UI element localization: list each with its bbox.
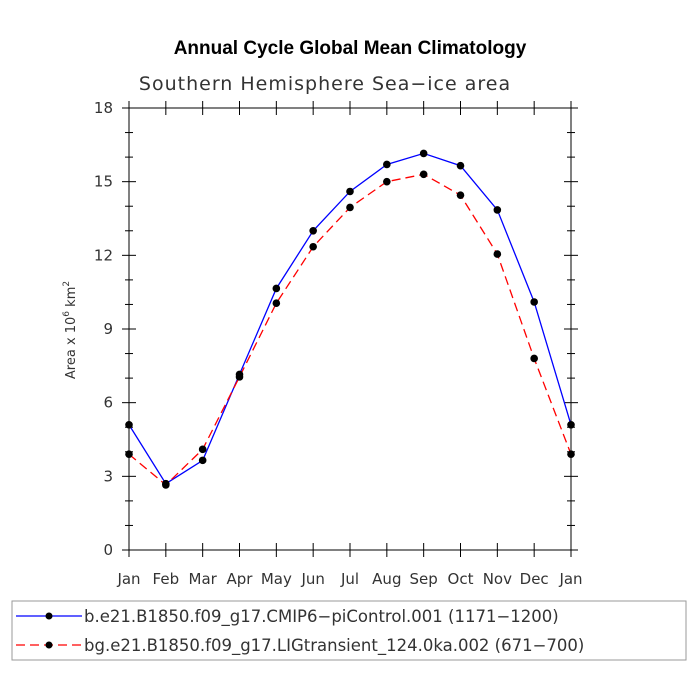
series-2-point-may [272,299,281,308]
series-1-point-aug [383,160,391,169]
series-2-point-oct [456,191,465,199]
series-2-point-aug [383,177,391,186]
data-series [125,149,575,489]
legend-label-1: b.e21.B1850.f09_g17.CMIP6−piControl.001 … [84,607,559,627]
y-tick-label: 6 [103,394,113,412]
x-tick-label: Sep [410,570,438,588]
series-1-point-jul [346,187,354,196]
x-tick-label: Apr [227,570,254,588]
y-tick-label: 0 [103,541,113,559]
series-1-point-mar [198,456,207,465]
legend-marker-2 [45,641,53,649]
series-2-point-dec [530,354,538,363]
x-tick-label: Mar [189,570,218,588]
series-1-point-jan-end [567,420,575,429]
series-1-point-may [272,284,281,293]
series-2-point-nov [493,250,502,258]
legend: b.e21.B1850.f09_g17.CMIP6−piControl.001 … [11,600,687,661]
legend-entry-2: bg.e21.B1850.f09_g17.LIGtransient_124.0k… [16,636,584,656]
y-axis-label: Area x 106 km2 [62,281,79,379]
y-axis-label-prefix: Area x 10 [64,317,79,379]
series-2-point-mar [198,445,207,454]
x-tick-label: Jan [116,570,140,588]
legend-entry-1: b.e21.B1850.f09_g17.CMIP6−piControl.001 … [16,607,559,627]
series-1-point-jan [125,420,133,429]
y-tick-label: 18 [94,99,113,117]
series-2-point-sep [419,170,428,179]
axes: 0 3 6 9 12 15 18 Jan Feb Mar Apr May Jun Jul Aug Sep Oct… [94,99,583,588]
plot-frame [128,107,572,551]
y-tick-label: 9 [103,320,113,338]
y-tick-label: 3 [103,467,113,485]
series-2-point-jan [125,450,133,459]
y-axis-label-unit: km [64,287,79,311]
y-axis-label-exponent-2: 2 [62,281,72,287]
y-tick-label: 12 [94,246,113,264]
series-line-1 [128,152,572,485]
legend-box [11,600,687,661]
chart-title: Annual Cycle Global Mean Climatology [174,38,527,59]
legend-marker-1 [45,612,53,620]
x-tick-label: Aug [372,570,401,588]
series-2-point-jul [346,203,354,212]
legend-label-2: bg.e21.B1850.f09_g17.LIGtransient_124.0k… [84,636,584,656]
x-tick-label: Jul [340,570,359,588]
series-1-point-dec [530,298,538,306]
x-tick-label: Nov [483,570,512,588]
x-tick-label: Oct [448,570,474,588]
series-2-point-jun [309,242,317,251]
x-tick-label: Jun [300,570,324,588]
series-1-point-oct [456,161,465,170]
series-2-point-feb [162,481,170,489]
x-tick-label: May [261,570,292,588]
series-line-2 [128,173,572,486]
series-1-point-nov [493,206,502,214]
series-1-point-sep [419,149,428,158]
y-axis-label-exponent-1: 6 [62,311,72,317]
x-tick-label: Feb [153,570,180,588]
y-tick-label: 15 [94,173,113,191]
series-1-point-jun [309,226,317,235]
x-tick-label: Dec [520,570,549,588]
series-2-point-apr [235,373,244,381]
series-2-point-jan-end [567,450,575,459]
chart-subtitle: Southern Hemisphere Sea−ice area [139,73,511,95]
x-tick-label: Jan [558,570,582,588]
